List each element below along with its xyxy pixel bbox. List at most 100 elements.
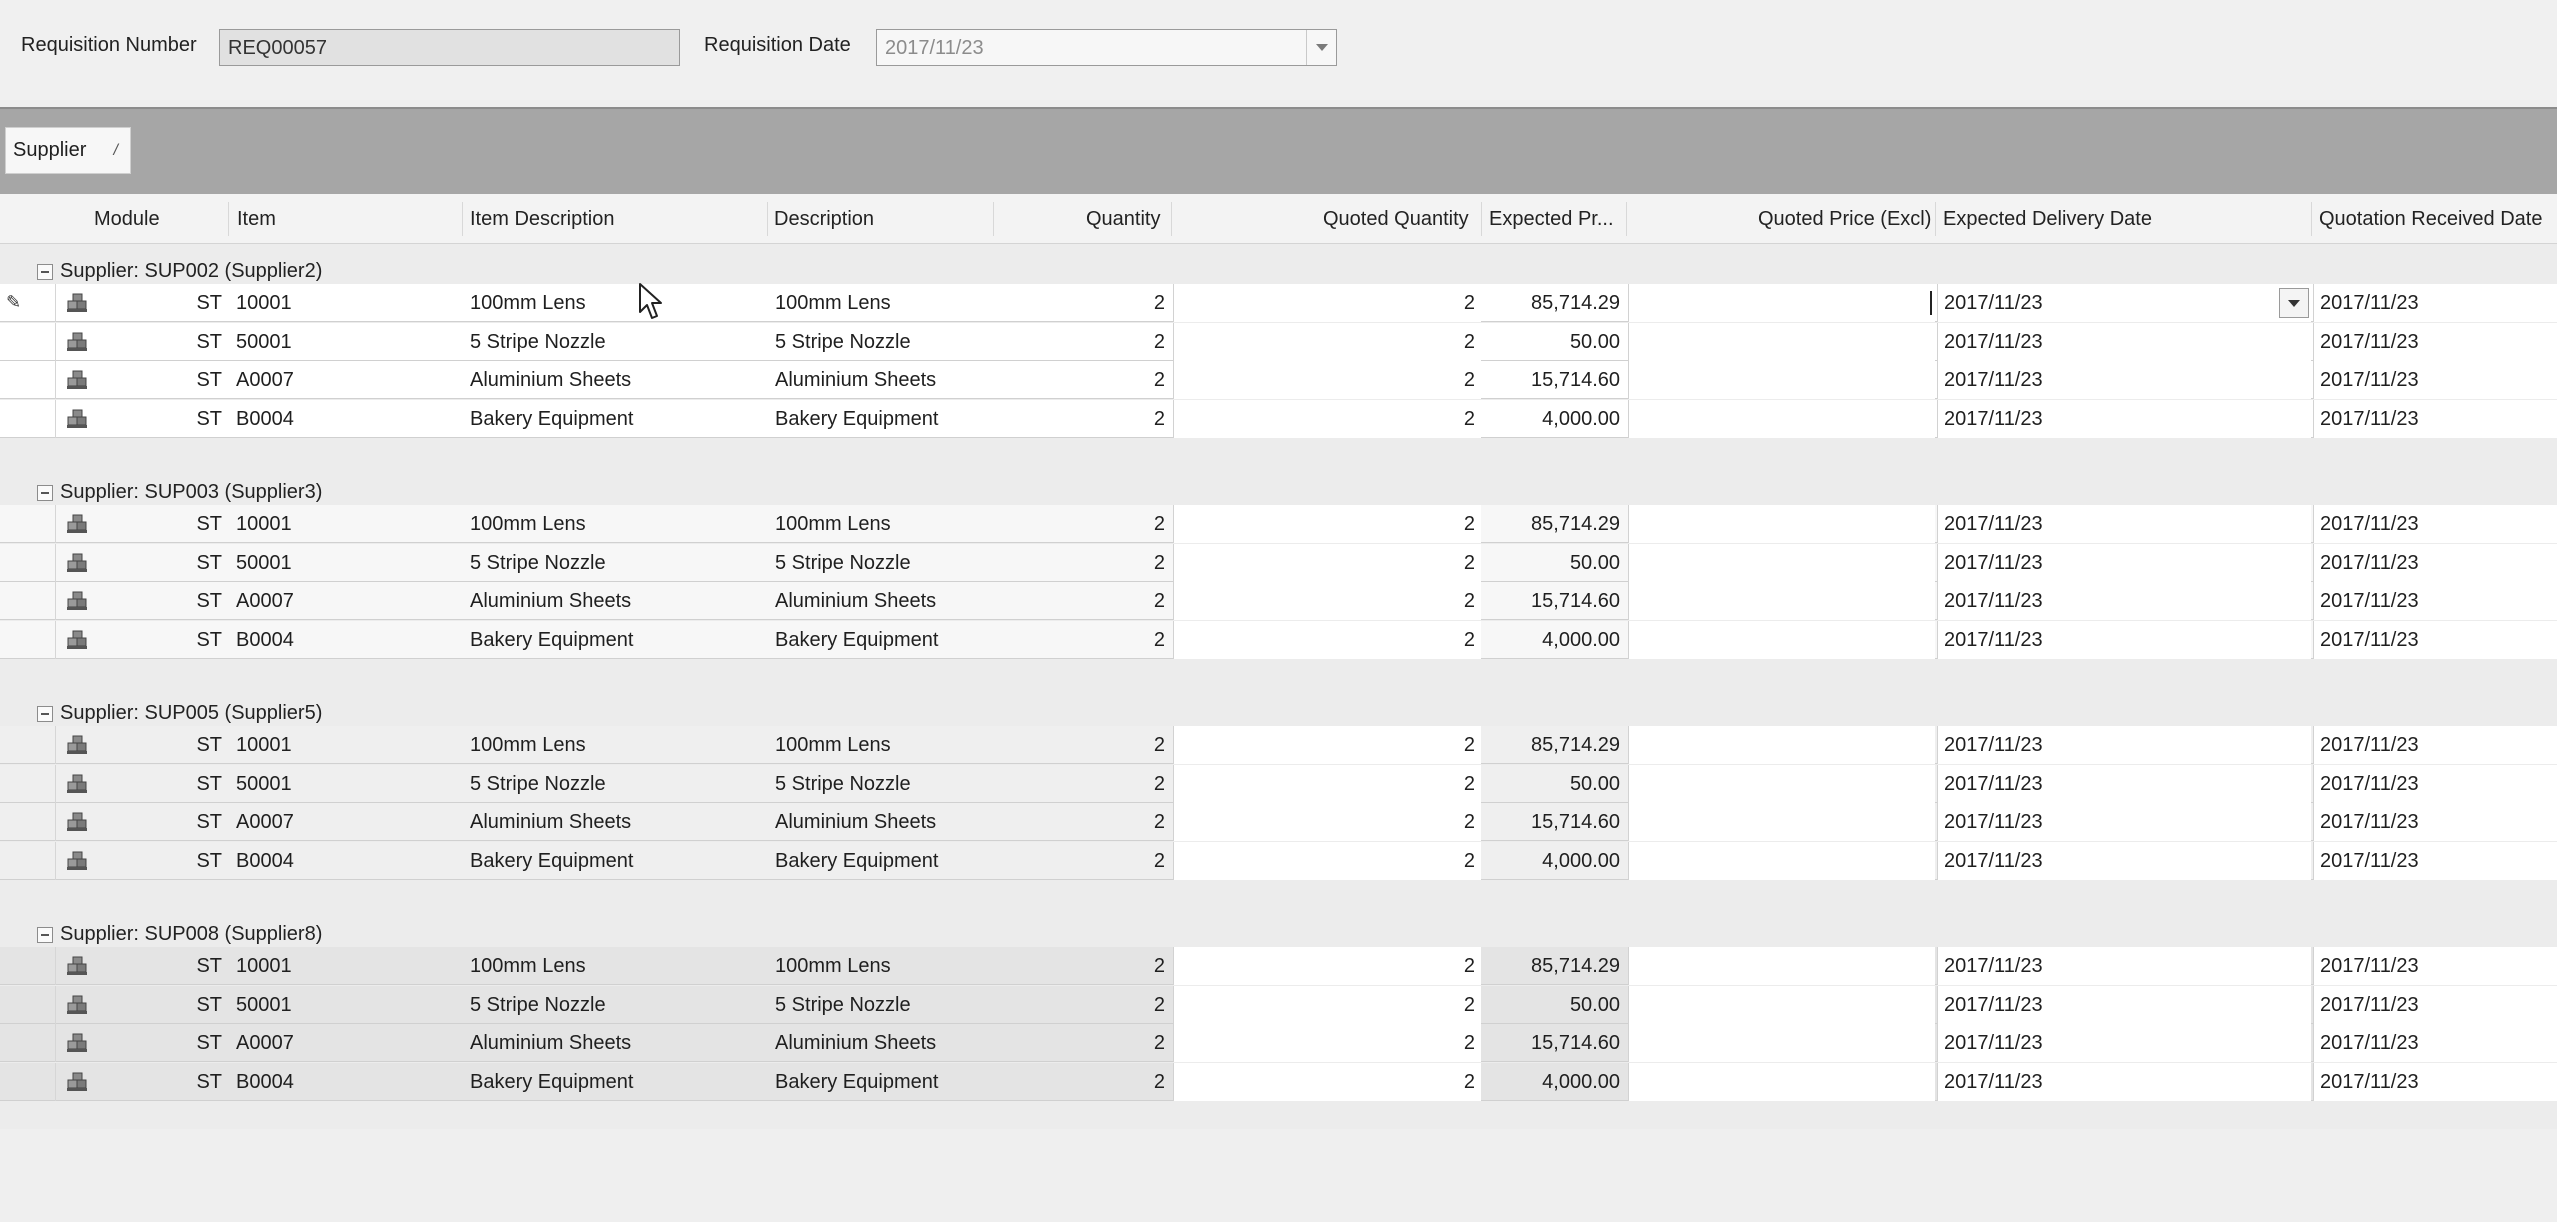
column-header-expected-delivery-date[interactable]: Expected Delivery Date xyxy=(1943,208,2152,230)
cell-quotation-received-date[interactable]: 2017/11/23 xyxy=(2313,842,2557,880)
cell-quotation-received-date[interactable]: 2017/11/23 xyxy=(2313,765,2557,803)
cell-expected-delivery-date[interactable]: 2017/11/23 xyxy=(1937,621,2311,659)
cell-quoted-price[interactable] xyxy=(1628,323,1935,361)
row-indicator[interactable] xyxy=(0,842,56,880)
table-row[interactable]: ST 10001 100mm Lens 100mm Lens 2 2 85,714.29 20… xyxy=(0,505,2557,543)
cell-expected-delivery-date[interactable]: 2017/11/23 xyxy=(1937,505,2311,543)
table-row[interactable]: ST 50001 5 Stripe Nozzle 5 Stripe Nozzle 2 2 5… xyxy=(0,765,2557,803)
table-row[interactable]: ST B0004 Bakery Equipment Bakery Equipment 2… xyxy=(0,1063,2557,1101)
table-row[interactable]: ST A0007 Aluminium Sheets Aluminium Sheets 2… xyxy=(0,361,2557,399)
table-row[interactable]: ST B0004 Bakery Equipment Bakery Equipment 2… xyxy=(0,842,2557,880)
cell-quotation-received-date[interactable]: 2017/11/23 xyxy=(2313,400,2557,438)
column-header-item-description[interactable]: Item Description xyxy=(470,208,615,230)
cell-expected-delivery-date[interactable]: 2017/11/23 xyxy=(1937,842,2311,880)
row-indicator[interactable] xyxy=(0,505,56,543)
cell-quotation-received-date[interactable]: 2017/11/23 xyxy=(2313,986,2557,1024)
cell-quoted-quantity[interactable]: 2 xyxy=(1173,1024,1481,1062)
cell-quoted-price[interactable] xyxy=(1628,1024,1935,1062)
cell-quotation-received-date[interactable]: 2017/11/23 xyxy=(2313,621,2557,659)
table-row[interactable]: ST A0007 Aluminium Sheets Aluminium Sheets 2… xyxy=(0,803,2557,841)
table-row[interactable]: ST 50001 5 Stripe Nozzle 5 Stripe Nozzle 2 2 5… xyxy=(0,323,2557,361)
cell-quoted-quantity[interactable]: 2 xyxy=(1173,284,1481,322)
cell-quoted-quantity[interactable]: 2 xyxy=(1173,947,1481,985)
row-indicator[interactable] xyxy=(0,765,56,803)
cell-quotation-received-date[interactable]: 2017/11/23 xyxy=(2313,323,2557,361)
cell-quoted-price[interactable] xyxy=(1628,986,1935,1024)
table-row[interactable]: ✎ ST 10001 100mm Lens 100mm Lens 2 2 85,714.29 2… xyxy=(0,284,2557,322)
cell-quoted-quantity[interactable]: 2 xyxy=(1173,621,1481,659)
cell-quoted-quantity[interactable]: 2 xyxy=(1173,1063,1481,1101)
row-indicator[interactable] xyxy=(0,1024,56,1062)
cell-expected-delivery-date[interactable]: 2017/11/23 xyxy=(1937,361,2311,399)
row-indicator[interactable] xyxy=(0,726,56,764)
cell-expected-delivery-date[interactable]: 2017/11/23 xyxy=(1937,544,2311,582)
column-header-description[interactable]: Description xyxy=(774,208,875,230)
row-indicator[interactable] xyxy=(0,621,56,659)
group-by-supplier-chip[interactable]: Supplier / xyxy=(5,127,131,174)
row-indicator[interactable] xyxy=(0,323,56,361)
cell-quoted-price[interactable] xyxy=(1628,582,1935,620)
cell-quoted-price[interactable] xyxy=(1628,1063,1935,1101)
cell-quoted-quantity[interactable]: 2 xyxy=(1173,803,1481,841)
column-header-quotation-received-date[interactable]: Quotation Received Date xyxy=(2319,208,2543,230)
column-header-item[interactable]: Item xyxy=(237,208,276,230)
table-row[interactable]: ST 50001 5 Stripe Nozzle 5 Stripe Nozzle 2 2 5… xyxy=(0,544,2557,582)
cell-expected-delivery-date[interactable]: 2017/11/23 xyxy=(1937,986,2311,1024)
collapse-minus-icon[interactable] xyxy=(37,485,53,501)
delivery-date-dropdown-button[interactable] xyxy=(2279,288,2309,318)
collapse-minus-icon[interactable] xyxy=(37,706,53,722)
row-indicator[interactable] xyxy=(0,803,56,841)
column-header-module[interactable]: Module xyxy=(94,208,160,230)
cell-quotation-received-date[interactable]: 2017/11/23 xyxy=(2313,1024,2557,1062)
cell-quotation-received-date[interactable]: 2017/11/23 xyxy=(2313,544,2557,582)
column-header-quoted-price[interactable]: Quoted Price (Excl) xyxy=(1758,208,1932,230)
column-header-expected-price[interactable]: Expected Pr... xyxy=(1489,208,1614,230)
requisition-date-dropdown-button[interactable] xyxy=(1306,30,1336,65)
cell-quoted-quantity[interactable]: 2 xyxy=(1173,765,1481,803)
row-indicator[interactable]: ✎ xyxy=(0,284,56,322)
cell-quoted-quantity[interactable]: 2 xyxy=(1173,400,1481,438)
cell-quotation-received-date[interactable]: 2017/11/23 xyxy=(2313,947,2557,985)
requisition-number-field[interactable]: REQ00057 xyxy=(219,29,680,66)
cell-quoted-quantity[interactable]: 2 xyxy=(1173,544,1481,582)
table-row[interactable]: ST B0004 Bakery Equipment Bakery Equipment 2… xyxy=(0,621,2557,659)
cell-quoted-price[interactable] xyxy=(1628,803,1935,841)
cell-quotation-received-date[interactable]: 2017/11/23 xyxy=(2313,726,2557,764)
cell-expected-delivery-date[interactable]: 2017/11/23 xyxy=(1937,582,2311,620)
row-indicator[interactable] xyxy=(0,544,56,582)
cell-quoted-quantity[interactable]: 2 xyxy=(1173,726,1481,764)
cell-quoted-price[interactable] xyxy=(1628,726,1935,764)
cell-quoted-price[interactable] xyxy=(1628,765,1935,803)
row-indicator[interactable] xyxy=(0,947,56,985)
row-indicator[interactable] xyxy=(0,400,56,438)
cell-quoted-price[interactable] xyxy=(1628,947,1935,985)
cell-quoted-price[interactable] xyxy=(1628,621,1935,659)
requisition-date-field[interactable]: 2017/11/23 xyxy=(876,29,1337,66)
collapse-minus-icon[interactable] xyxy=(37,927,53,943)
cell-quoted-price[interactable] xyxy=(1628,505,1935,543)
cell-quotation-received-date[interactable]: 2017/11/23 xyxy=(2313,582,2557,620)
cell-quoted-price[interactable] xyxy=(1628,400,1935,438)
cell-quotation-received-date[interactable]: 2017/11/23 xyxy=(2313,1063,2557,1101)
row-indicator[interactable] xyxy=(0,361,56,399)
cell-quoted-quantity[interactable]: 2 xyxy=(1173,582,1481,620)
cell-quotation-received-date[interactable]: 2017/11/23 xyxy=(2313,505,2557,543)
cell-quoted-price[interactable] xyxy=(1628,361,1935,399)
cell-expected-delivery-date[interactable]: 2017/11/23 xyxy=(1937,726,2311,764)
cell-quoted-quantity[interactable]: 2 xyxy=(1173,505,1481,543)
cell-expected-delivery-date[interactable]: 2017/11/23 xyxy=(1937,765,2311,803)
cell-expected-delivery-date[interactable]: 2017/11/23 xyxy=(1937,947,2311,985)
row-indicator[interactable] xyxy=(0,582,56,620)
cell-quoted-price[interactable] xyxy=(1628,842,1935,880)
cell-quotation-received-date[interactable]: 2017/11/23 xyxy=(2313,803,2557,841)
collapse-minus-icon[interactable] xyxy=(37,264,53,280)
table-row[interactable]: ST 10001 100mm Lens 100mm Lens 2 2 85,714.29 20… xyxy=(0,726,2557,764)
table-row[interactable]: ST B0004 Bakery Equipment Bakery Equipment 2… xyxy=(0,400,2557,438)
cell-quotation-received-date[interactable]: 2017/11/23 xyxy=(2313,284,2557,322)
cell-quoted-quantity[interactable]: 2 xyxy=(1173,323,1481,361)
cell-expected-delivery-date[interactable]: 2017/11/23 xyxy=(1937,803,2311,841)
cell-expected-delivery-date[interactable]: 2017/11/23 xyxy=(1937,400,2311,438)
cell-expected-delivery-date[interactable]: 2017/11/23 xyxy=(1937,1024,2311,1062)
table-row[interactable]: ST 50001 5 Stripe Nozzle 5 Stripe Nozzle 2 2 5… xyxy=(0,986,2557,1024)
cell-expected-delivery-date[interactable]: 2017/11/23 xyxy=(1937,323,2311,361)
